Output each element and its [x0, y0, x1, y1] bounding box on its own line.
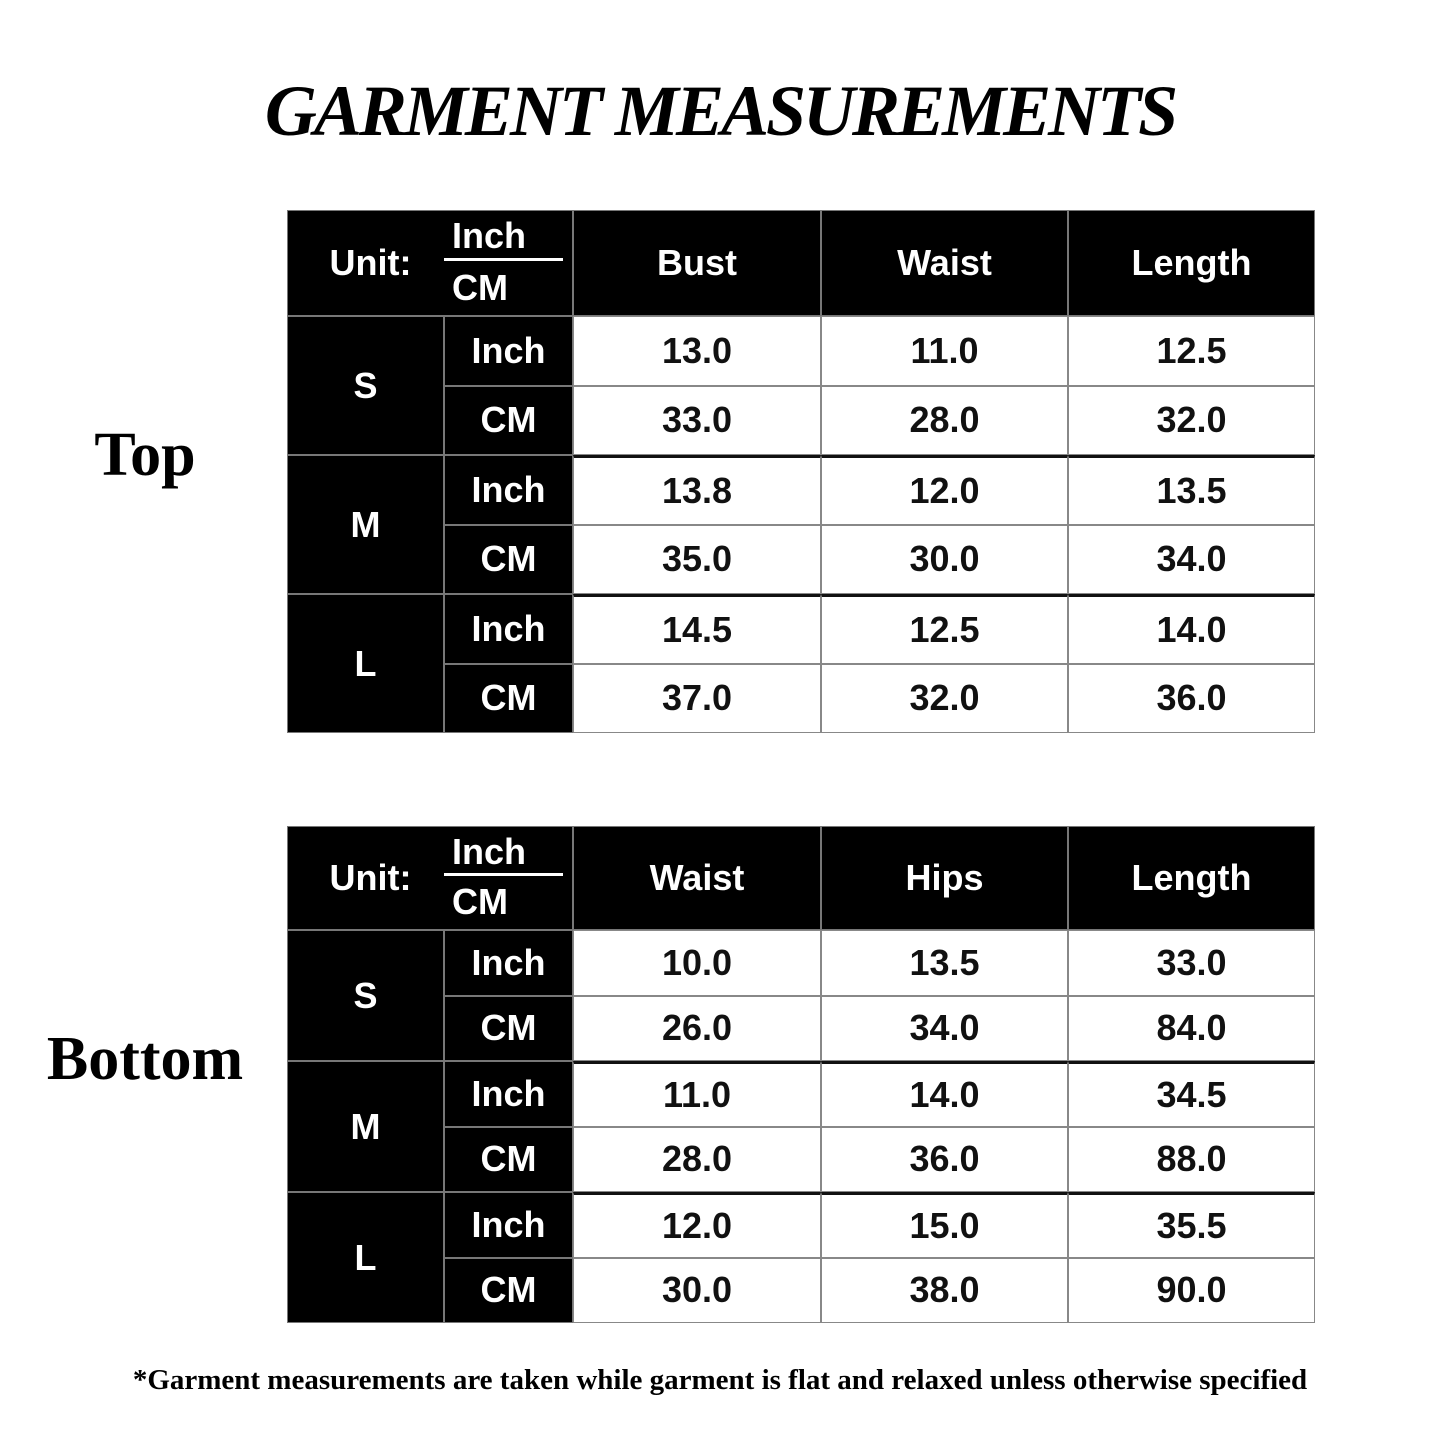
value-cell: 13.8	[573, 455, 821, 525]
value-cell: 36.0	[1068, 663, 1315, 733]
unit-top: Inch	[444, 830, 563, 876]
unit-header	[287, 826, 573, 930]
page-title: GARMENT MEASUREMENTS	[264, 71, 1178, 151]
value-cell: 88.0	[1068, 1126, 1315, 1192]
value-cell: 14.0	[1068, 594, 1315, 664]
value-cell: 90.0	[1068, 1257, 1315, 1323]
size-cell: S	[287, 930, 444, 1061]
unit-cell: CM	[444, 1126, 573, 1192]
column-header: Bust	[573, 210, 821, 316]
footnote: *Garment measurements are taken while ga…	[132, 1364, 1308, 1396]
value-cell: 35.5	[1068, 1192, 1315, 1258]
unit-cell: CM	[444, 1257, 573, 1323]
value-cell: 11.0	[573, 1061, 821, 1127]
unit-bottom: CM	[452, 881, 508, 922]
value-cell: 30.0	[573, 1257, 821, 1323]
unit-cell: CM	[444, 524, 573, 594]
unit-cell: Inch	[444, 316, 573, 386]
size-cell: S	[287, 316, 444, 455]
unit-label: Unit:	[329, 242, 412, 283]
value-cell: 12.0	[573, 1192, 821, 1258]
unit-cell: Inch	[444, 1061, 573, 1127]
unit-cell: CM	[444, 995, 573, 1061]
unit-bottom: CM	[452, 266, 508, 308]
column-header: Waist	[573, 826, 821, 930]
value-cell: 33.0	[1068, 930, 1315, 996]
value-cell: 32.0	[1068, 385, 1315, 455]
unit-cell: CM	[444, 385, 573, 455]
value-cell: 13.5	[821, 930, 1068, 996]
unit-cell: Inch	[444, 455, 573, 525]
value-cell: 32.0	[821, 663, 1068, 733]
unit-label: Unit:	[329, 857, 412, 898]
value-cell: 28.0	[573, 1126, 821, 1192]
value-cell: 34.0	[1068, 524, 1315, 594]
value-cell: 15.0	[821, 1192, 1068, 1258]
value-cell: 34.5	[1068, 1061, 1315, 1127]
value-cell: 14.5	[573, 594, 821, 664]
value-cell: 10.0	[573, 930, 821, 996]
column-header: Length	[1068, 826, 1315, 930]
section-label: Bottom	[46, 1025, 244, 1093]
size-cell: L	[287, 1192, 444, 1323]
unit-top: Inch	[444, 214, 563, 261]
section-label: Top	[94, 421, 196, 489]
size-cell: M	[287, 1061, 444, 1192]
value-cell: 36.0	[821, 1126, 1068, 1192]
value-cell: 14.0	[821, 1061, 1068, 1127]
value-cell: 33.0	[573, 385, 821, 455]
unit-cell: Inch	[444, 1192, 573, 1258]
value-cell: 38.0	[821, 1257, 1068, 1323]
value-cell: 35.0	[573, 524, 821, 594]
value-cell: 84.0	[1068, 995, 1315, 1061]
value-cell: 13.0	[573, 316, 821, 386]
value-cell: 12.5	[821, 594, 1068, 664]
value-cell: 13.5	[1068, 455, 1315, 525]
column-header: Hips	[821, 826, 1068, 930]
value-cell: 12.5	[1068, 316, 1315, 386]
value-cell: 37.0	[573, 663, 821, 733]
size-cell: L	[287, 594, 444, 733]
value-cell: 26.0	[573, 995, 821, 1061]
unit-cell: Inch	[444, 594, 573, 664]
unit-header	[287, 210, 573, 316]
size-cell: M	[287, 455, 444, 594]
value-cell: 12.0	[821, 455, 1068, 525]
unit-cell: Inch	[444, 930, 573, 996]
value-cell: 30.0	[821, 524, 1068, 594]
column-header: Waist	[821, 210, 1068, 316]
value-cell: 28.0	[821, 385, 1068, 455]
value-cell: 34.0	[821, 995, 1068, 1061]
value-cell: 11.0	[821, 316, 1068, 386]
column-header: Length	[1068, 210, 1315, 316]
unit-cell: CM	[444, 663, 573, 733]
